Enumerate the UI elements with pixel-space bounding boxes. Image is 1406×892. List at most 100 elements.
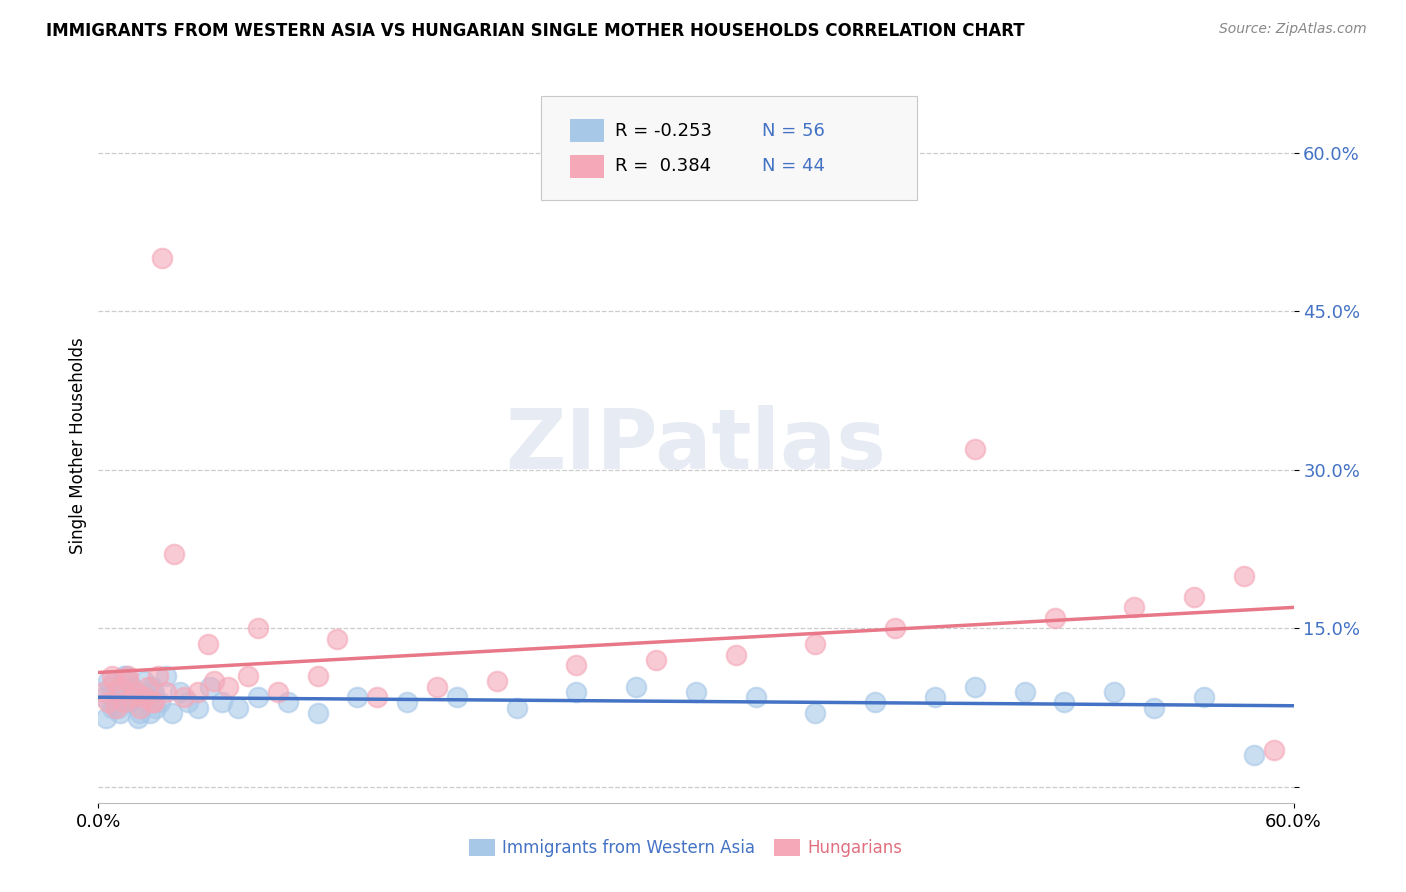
Point: [145, 700, 167, 714]
Point: [125, 690, 148, 704]
Point: [1104, 685, 1126, 699]
Point: [120, 695, 142, 709]
Point: [136, 690, 159, 704]
Point: [163, 547, 186, 561]
Point: [101, 669, 124, 683]
Point: [1182, 590, 1205, 604]
Point: [804, 706, 827, 720]
Point: [93, 690, 115, 704]
Point: [804, 637, 827, 651]
Point: [103, 695, 125, 709]
Point: [150, 252, 173, 266]
Point: [112, 669, 135, 683]
Point: [124, 685, 146, 699]
Point: [97, 674, 120, 689]
Point: [143, 695, 166, 709]
Point: [141, 680, 163, 694]
Point: [111, 685, 134, 699]
Point: [1243, 748, 1265, 763]
Point: [963, 442, 986, 456]
Text: N = 44: N = 44: [762, 157, 825, 175]
Point: [129, 706, 152, 720]
Point: [1143, 700, 1166, 714]
Point: [139, 706, 162, 720]
Point: [98, 680, 122, 694]
Point: [865, 695, 887, 709]
Point: [177, 695, 200, 709]
Point: [226, 700, 249, 714]
Point: [626, 680, 648, 694]
Point: [565, 658, 588, 673]
Point: [963, 680, 986, 694]
Point: [506, 700, 529, 714]
FancyBboxPatch shape: [541, 96, 917, 200]
Point: [127, 711, 149, 725]
Point: [134, 674, 156, 689]
Point: [134, 690, 156, 704]
Point: [346, 690, 368, 704]
Point: [202, 674, 225, 689]
Point: [125, 685, 148, 699]
Point: [101, 700, 124, 714]
Point: [211, 695, 233, 709]
Point: [1014, 685, 1036, 699]
Point: [121, 680, 143, 694]
Point: [107, 700, 129, 714]
Point: [143, 685, 166, 699]
Text: N = 56: N = 56: [762, 121, 824, 139]
Point: [884, 621, 907, 635]
Point: [97, 695, 120, 709]
Point: [745, 690, 768, 704]
Point: [366, 690, 388, 704]
Point: [924, 690, 946, 704]
Point: [115, 669, 138, 683]
Point: [307, 669, 329, 683]
Point: [187, 700, 209, 714]
Point: [197, 637, 219, 651]
FancyBboxPatch shape: [571, 120, 605, 142]
Point: [148, 669, 170, 683]
Point: [129, 700, 152, 714]
Text: ZIPatlas: ZIPatlas: [506, 406, 886, 486]
Point: [149, 695, 172, 709]
Point: [110, 680, 132, 694]
Point: [160, 706, 183, 720]
Point: [110, 706, 132, 720]
Point: [93, 685, 115, 699]
Point: [96, 711, 118, 725]
Point: [155, 669, 177, 683]
Point: [105, 685, 128, 699]
Point: [1123, 600, 1146, 615]
Point: [217, 680, 239, 694]
Text: Source: ZipAtlas.com: Source: ZipAtlas.com: [1219, 22, 1367, 37]
Point: [446, 690, 468, 704]
Point: [246, 621, 269, 635]
Y-axis label: Single Mother Households: Single Mother Households: [69, 338, 87, 554]
Point: [277, 695, 299, 709]
Point: [236, 669, 259, 683]
Text: R = -0.253: R = -0.253: [614, 121, 711, 139]
Point: [1233, 568, 1256, 582]
Point: [173, 690, 195, 704]
Point: [1053, 695, 1076, 709]
Point: [117, 674, 139, 689]
Point: [426, 680, 449, 694]
Point: [267, 685, 290, 699]
Point: [485, 674, 508, 689]
Point: [117, 669, 139, 683]
Point: [103, 674, 125, 689]
Point: [187, 685, 209, 699]
Point: [112, 695, 135, 709]
Text: IMMIGRANTS FROM WESTERN ASIA VS HUNGARIAN SINGLE MOTHER HOUSEHOLDS CORRELATION C: IMMIGRANTS FROM WESTERN ASIA VS HUNGARIA…: [46, 22, 1025, 40]
FancyBboxPatch shape: [571, 155, 605, 178]
Point: [326, 632, 349, 646]
Point: [105, 700, 128, 714]
Point: [685, 685, 707, 699]
Point: [396, 695, 419, 709]
Point: [1192, 690, 1215, 704]
Text: R =  0.384: R = 0.384: [614, 157, 711, 175]
Point: [136, 680, 159, 694]
Point: [1263, 743, 1285, 757]
Point: [565, 685, 588, 699]
Point: [724, 648, 747, 662]
